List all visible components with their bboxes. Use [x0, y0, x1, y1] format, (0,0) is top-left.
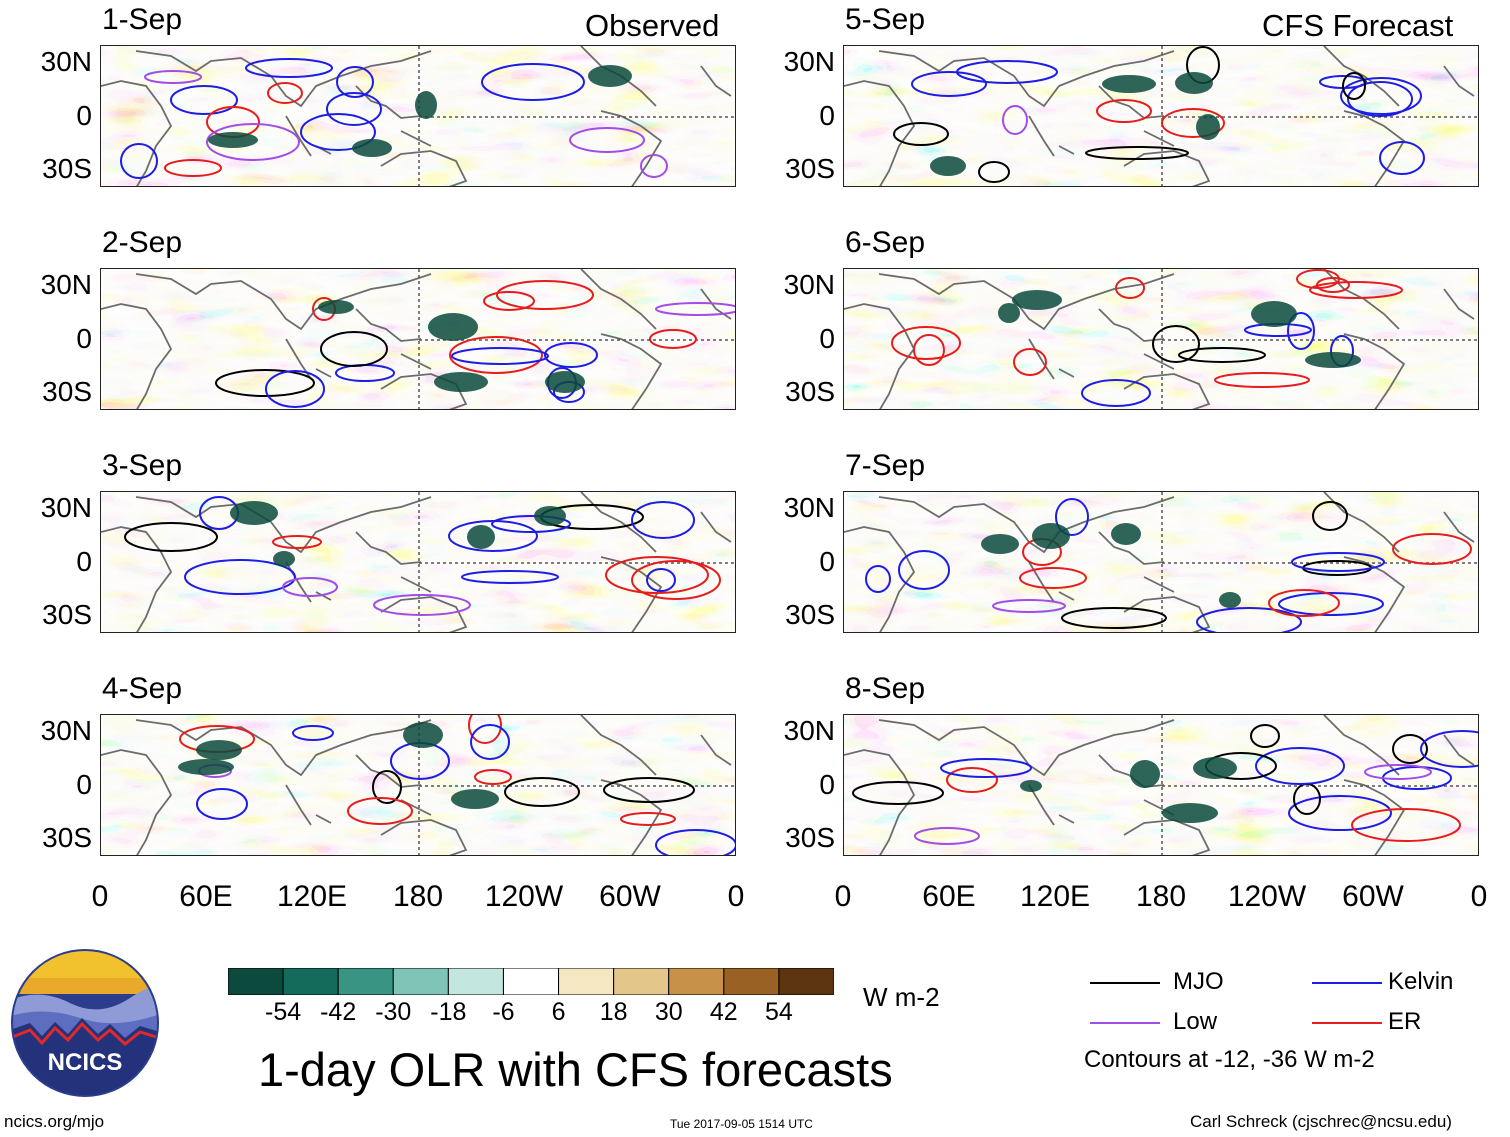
lat-tick-label: 30S [42, 599, 92, 630]
panel-date-label: 1-Sep [102, 3, 183, 36]
colorbar-tick-label: -30 [375, 998, 412, 1026]
lat-tick-label: 30S [785, 822, 835, 853]
lat-tick-label: 30S [785, 153, 835, 184]
panel-date-label: 8-Sep [845, 672, 926, 705]
lat-tick-label: 30N [783, 269, 835, 300]
colorbar-tick-label: -6 [492, 998, 515, 1026]
lat-tick-label: 0 [76, 100, 92, 131]
lat-tick-label: 0 [819, 323, 835, 354]
lon-tick-label: 0 [727, 880, 745, 913]
lat-tick-label: 30N [783, 492, 835, 523]
lon-tick-label: 60E [922, 880, 976, 913]
footer-url[interactable]: ncics.org/mjo [4, 1112, 105, 1131]
colorbar-swatch [227, 967, 284, 996]
colorbar-tick-label: -54 [265, 998, 302, 1026]
panel-date-label: 5-Sep [845, 3, 926, 36]
colorbar-swatch [447, 967, 504, 996]
lon-tick-label: 180 [392, 880, 444, 913]
lat-tick-label: 0 [76, 546, 92, 577]
legend-low: Low [1173, 1008, 1218, 1035]
main-title: 1-day OLR with CFS forecasts [258, 1043, 893, 1096]
lat-tick-label: 0 [819, 100, 835, 131]
legend-er: ER [1388, 1008, 1422, 1035]
lon-tick-label: 60W [599, 880, 661, 913]
lat-tick-label: 30S [42, 153, 92, 184]
footer-author[interactable]: Carl Schreck (cjschrec@ncsu.edu) [1190, 1112, 1452, 1131]
lon-tick-label: 60W [1342, 880, 1404, 913]
panel-date-label: 3-Sep [102, 449, 183, 482]
lon-tick-label: 0 [1470, 880, 1488, 913]
colorbar-swatch [723, 967, 780, 996]
logo-text: NCICS [48, 1049, 123, 1076]
legend-kelvin: Kelvin [1388, 968, 1454, 995]
olr-map-panel [843, 491, 1479, 633]
colorbar-swatch [337, 967, 394, 996]
lon-tick-label: 0 [834, 880, 852, 913]
colorbar-tick-label: -42 [320, 998, 357, 1026]
cfs-forecast-title: CFS Forecast [1262, 8, 1454, 43]
lat-tick-label: 30N [40, 269, 92, 300]
lat-tick-label: 30S [785, 599, 835, 630]
olr-map-panel [100, 268, 736, 410]
colorbar-swatch [613, 967, 670, 996]
colorbar-swatch [282, 967, 339, 996]
lat-tick-label: 0 [76, 323, 92, 354]
lon-tick-label: 0 [91, 880, 109, 913]
olr-map-panel [843, 714, 1479, 856]
lon-tick-label: 60E [179, 880, 233, 913]
lon-tick-label: 120W [484, 880, 564, 913]
lon-tick-label: 120E [276, 880, 348, 913]
panel-date-label: 6-Sep [845, 226, 926, 259]
colorbar-swatch [558, 967, 615, 996]
colorbar-tick-label: 6 [551, 998, 566, 1026]
legend-mjo: MJO [1173, 968, 1224, 995]
colorbar-swatch [778, 967, 835, 996]
olr-map-panel [843, 45, 1479, 187]
colorbar-swatch [668, 967, 725, 996]
lon-tick-label: 180 [1135, 880, 1187, 913]
lat-tick-label: 30N [40, 492, 92, 523]
lon-tick-label: 120W [1227, 880, 1307, 913]
ncics-logo: NCICS [10, 948, 160, 1098]
panel-date-label: 4-Sep [102, 672, 183, 705]
olr-map-panel [100, 45, 736, 187]
colorbar-tick-label: 42 [709, 998, 738, 1026]
lat-tick-label: 30S [785, 376, 835, 407]
panel-date-label: 7-Sep [845, 449, 926, 482]
lat-tick-label: 0 [819, 546, 835, 577]
olr-map-panel [100, 491, 736, 633]
observed-title: Observed [585, 8, 720, 43]
lat-tick-label: 30N [40, 715, 92, 746]
lat-tick-label: 30N [40, 46, 92, 77]
colorbar-units: W m-2 [863, 982, 940, 1012]
colorbar-tick-label: -18 [430, 998, 467, 1026]
legend-note: Contours at -12, -36 W m-2 [1084, 1046, 1375, 1073]
lat-tick-label: 30S [42, 822, 92, 853]
panel-date-label: 2-Sep [102, 226, 183, 259]
colorbar-tick-label: 30 [654, 998, 683, 1026]
lat-tick-label: 0 [76, 769, 92, 800]
lat-tick-label: 30S [42, 376, 92, 407]
footer-timestamp: Tue 2017-09-05 1514 UTC [670, 1117, 813, 1131]
colorbar [227, 967, 835, 996]
lat-tick-label: 0 [819, 769, 835, 800]
colorbar-swatch [392, 967, 449, 996]
contour-legend: MJO Kelvin Low ER Contours at -12, -36 W… [1084, 968, 1508, 1080]
olr-map-panel [843, 268, 1479, 410]
olr-map-panel [100, 714, 736, 856]
lat-tick-label: 30N [783, 46, 835, 77]
colorbar-tick-label: 54 [765, 998, 793, 1026]
colorbar-swatch [502, 967, 560, 996]
colorbar-tick-label: 18 [599, 998, 628, 1026]
lat-tick-label: 30N [783, 715, 835, 746]
lon-tick-label: 120E [1019, 880, 1091, 913]
